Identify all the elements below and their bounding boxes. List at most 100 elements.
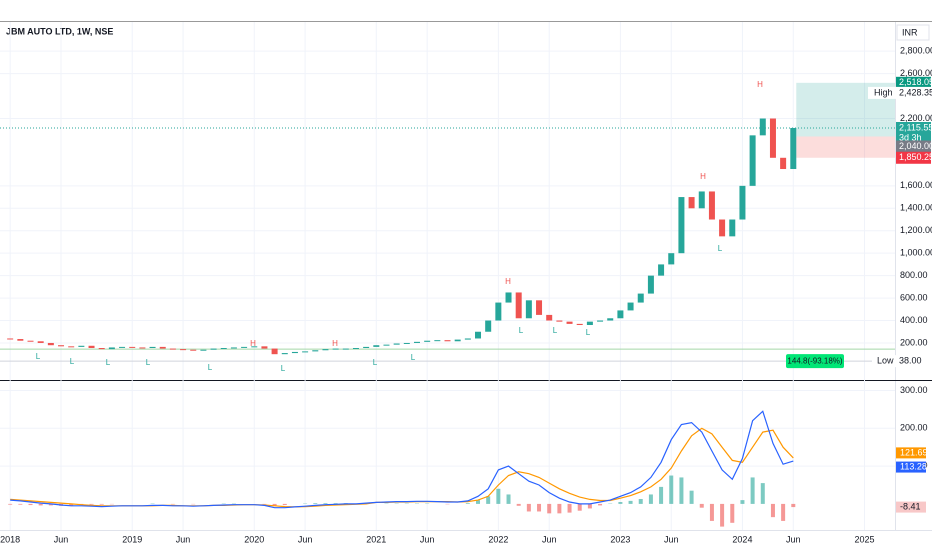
candle-body <box>241 347 247 348</box>
x-tick-label: Jun <box>54 534 69 544</box>
candle-body <box>445 340 451 341</box>
chart-title: JBM AUTO LTD, 1W, NSE <box>6 26 113 36</box>
candle-body <box>353 348 359 349</box>
candle-body <box>465 338 471 339</box>
pivot-label: L <box>718 244 723 253</box>
histogram-bar <box>791 504 795 507</box>
candle-body <box>333 349 339 350</box>
histogram-bar <box>486 496 490 504</box>
histogram-bar <box>771 504 775 517</box>
candle-body <box>526 300 532 318</box>
candle-body <box>302 351 308 352</box>
low-label: 38.00 <box>899 356 922 366</box>
pivot-label: L <box>586 328 591 337</box>
histogram-bar <box>710 504 714 521</box>
histogram-bar <box>100 504 104 505</box>
target-label: 2,518.05 <box>899 77 932 87</box>
candle-body <box>322 349 328 350</box>
candle-body <box>139 347 145 348</box>
pivot-label: H <box>757 80 763 89</box>
histogram-bar <box>568 504 572 513</box>
histogram-bar <box>313 503 317 504</box>
candle-body <box>617 310 623 318</box>
candle-body <box>99 348 105 349</box>
last-price-label: 2,115.55 <box>899 122 932 132</box>
candle-body <box>607 318 613 320</box>
candle-body <box>567 322 573 324</box>
pivot-label: L <box>146 358 151 367</box>
candle-body <box>648 276 654 294</box>
y-tick-label: 200.00 <box>900 337 928 347</box>
y-tick-label: 1,400.00 <box>900 203 932 213</box>
y-tick-label: 400.00 <box>900 315 928 325</box>
y-tick-label: 1,600.00 <box>900 180 932 190</box>
candle-body <box>678 197 684 253</box>
candle-body <box>475 332 481 339</box>
candle-body <box>17 339 23 341</box>
histogram-bar <box>517 504 521 506</box>
candle-body <box>119 347 125 348</box>
candle-body <box>7 338 13 339</box>
candle-body <box>28 341 34 342</box>
low-stat-label: 144.8(-93.18%) <box>787 356 842 365</box>
high-label: 2,428.35 <box>899 87 932 97</box>
x-tick-label: 2025 <box>854 534 874 544</box>
candle-body <box>434 340 440 341</box>
y2-tick-label: 200.00 <box>900 423 928 433</box>
histogram-bar <box>740 500 744 504</box>
candle-body <box>129 347 135 348</box>
candle-body <box>58 345 64 346</box>
histogram-bar <box>761 483 765 504</box>
x-tick-label: Jun <box>786 534 801 544</box>
histogram-bar <box>588 504 592 509</box>
candle-body <box>597 321 603 322</box>
candle-body <box>709 191 715 219</box>
candle-body <box>89 346 95 348</box>
candle-body <box>272 349 278 355</box>
histogram-bar <box>547 504 551 513</box>
pivot-label: H <box>700 172 706 181</box>
candle-body <box>78 346 84 347</box>
histogram-bar <box>690 491 694 504</box>
candle-body <box>414 342 420 343</box>
histogram-bar <box>466 503 470 504</box>
candle-body <box>506 292 512 302</box>
candle-body <box>577 324 583 325</box>
candle-body <box>587 322 593 325</box>
x-tick-label: Jun <box>542 534 557 544</box>
histogram-bar <box>507 494 511 503</box>
candle-body <box>790 128 796 169</box>
candle-body <box>363 347 369 348</box>
histogram-bar <box>659 487 663 504</box>
low-name: Low <box>877 356 894 366</box>
candle-body <box>699 191 705 208</box>
histogram-bar <box>781 504 785 521</box>
candle-body <box>68 346 74 347</box>
histogram-bar <box>8 504 12 505</box>
pivot-label: L <box>553 326 558 335</box>
y2-tick-label: 300.00 <box>900 385 928 395</box>
y-tick-label: 600.00 <box>900 292 928 302</box>
histogram-bar <box>629 501 633 504</box>
x-tick-label: 2022 <box>488 534 508 544</box>
stop-label: 1,850.25 <box>899 152 932 162</box>
pivot-label: L <box>106 358 111 367</box>
candle-body <box>109 347 115 349</box>
candle-body <box>424 341 430 342</box>
candle-body <box>292 352 298 353</box>
candle-body <box>211 349 217 350</box>
candle-body <box>729 220 735 237</box>
candle-body <box>739 186 745 220</box>
histogram-bar <box>323 503 327 504</box>
candle-body <box>516 292 522 318</box>
candle-body <box>38 341 44 343</box>
candle-body <box>261 346 267 348</box>
pivot-label: H <box>505 277 511 286</box>
x-tick-label: Jun <box>420 534 435 544</box>
histogram-bar <box>578 504 582 511</box>
candle-body <box>628 303 634 311</box>
histogram-bar <box>751 477 755 503</box>
macd-value-label: 121.69 <box>900 447 928 457</box>
candle-body <box>231 347 237 348</box>
